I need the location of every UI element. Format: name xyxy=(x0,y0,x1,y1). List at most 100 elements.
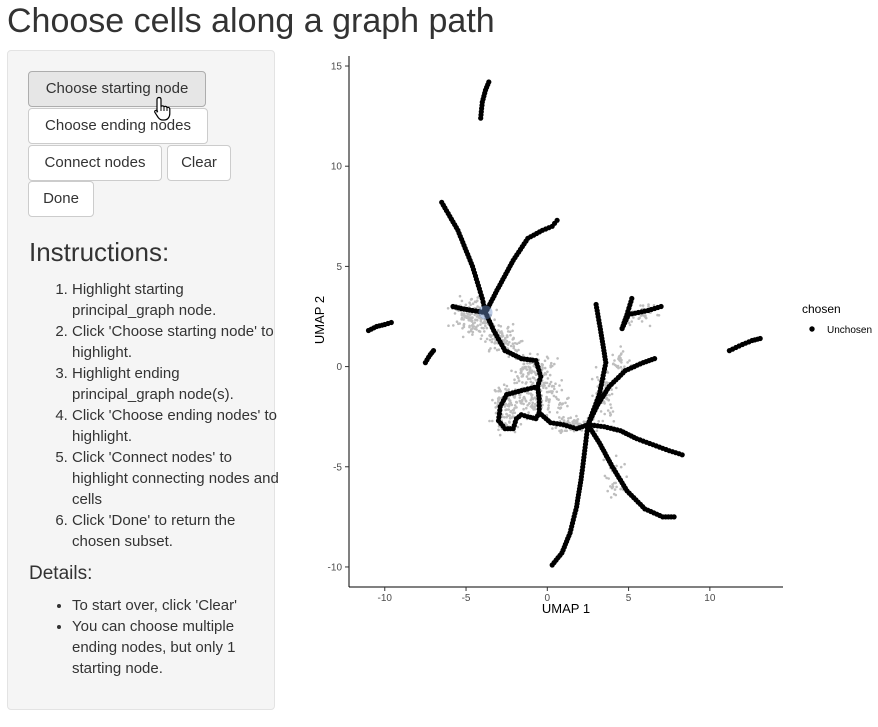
cell-point xyxy=(529,392,533,396)
cell-point xyxy=(553,362,556,366)
graph-node-point xyxy=(430,348,437,354)
cell-point xyxy=(609,406,613,410)
cell-point xyxy=(522,407,525,411)
cell-point xyxy=(460,312,464,315)
cell-point xyxy=(542,386,545,390)
cell-point xyxy=(521,398,524,402)
cell-point xyxy=(612,492,616,496)
graph-node-point xyxy=(679,452,685,458)
cell-point xyxy=(590,377,594,381)
cell-point xyxy=(623,462,626,466)
cell-point xyxy=(513,404,517,407)
clear-button[interactable]: Clear xyxy=(167,145,231,181)
cell-point xyxy=(644,316,648,320)
cell-point xyxy=(522,395,526,399)
cell-point xyxy=(549,390,552,393)
cell-point xyxy=(628,323,632,327)
done-button[interactable]: Done xyxy=(28,181,94,217)
graph-node-point xyxy=(486,79,492,85)
umap-plot[interactable]: -10 -5 0 5 10 -10 -5 0 5 10 15 UMAP 1 UMAP 2 chos… xyxy=(300,50,878,630)
cell-point xyxy=(604,381,608,384)
cell-point xyxy=(521,339,524,343)
cell-point xyxy=(609,485,612,488)
cell-point xyxy=(484,340,487,343)
cell-point xyxy=(545,390,549,394)
graph-node-point xyxy=(549,562,555,568)
cell-point xyxy=(548,382,552,386)
cell-point xyxy=(648,324,652,328)
cell-point xyxy=(603,474,607,478)
cell-point xyxy=(619,487,622,491)
cell-point xyxy=(467,318,471,322)
cell-point xyxy=(509,344,513,348)
cell-point xyxy=(595,429,599,433)
cell-point xyxy=(548,373,552,377)
cell-point xyxy=(508,421,511,424)
cell-point xyxy=(507,403,510,407)
cell-point xyxy=(613,488,617,491)
cell-point xyxy=(514,348,517,352)
cell-point xyxy=(522,402,525,406)
cell-point xyxy=(506,327,509,330)
cell-point xyxy=(515,401,519,404)
cell-point xyxy=(502,339,506,342)
cell-point xyxy=(499,325,503,328)
cell-point xyxy=(627,321,631,325)
cell-point xyxy=(532,376,536,380)
cell-point xyxy=(513,430,517,434)
choose-starting-node-button[interactable]: Choose starting node xyxy=(28,71,206,107)
cell-point xyxy=(515,406,518,409)
cell-point xyxy=(513,411,517,415)
cell-point xyxy=(519,371,523,375)
cell-point xyxy=(467,330,470,334)
cell-point xyxy=(480,326,484,330)
graph-node-point xyxy=(535,384,541,390)
cell-point xyxy=(551,427,554,430)
cell-point xyxy=(534,378,538,382)
cell-point xyxy=(601,419,605,423)
cell-point xyxy=(641,304,645,307)
cell-point xyxy=(547,399,551,403)
cell-point xyxy=(513,378,516,382)
cell-point xyxy=(507,388,510,391)
cell-point xyxy=(475,315,479,318)
cell-point xyxy=(494,401,497,405)
connect-nodes-button[interactable]: Connect nodes xyxy=(28,145,162,181)
cell-point xyxy=(475,319,479,322)
y-tick-label: 0 xyxy=(336,362,342,373)
cell-point xyxy=(551,390,554,393)
cell-point xyxy=(452,324,455,327)
cell-point xyxy=(495,348,499,352)
instruction-step: Click 'Choose starting node' to highligh… xyxy=(72,321,282,363)
cell-point xyxy=(533,396,537,400)
choose-ending-nodes-button[interactable]: Choose ending nodes xyxy=(28,108,208,144)
cell-point xyxy=(542,373,546,377)
graph-nodes xyxy=(365,79,763,568)
cell-point xyxy=(621,350,625,353)
cell-point xyxy=(497,324,500,327)
cell-point xyxy=(560,430,564,433)
cell-point xyxy=(528,352,532,356)
cell-point xyxy=(551,384,554,388)
cell-point xyxy=(542,383,545,386)
cell-point xyxy=(518,396,522,399)
cell-point xyxy=(571,420,574,424)
cell-point xyxy=(527,411,530,414)
cell-point xyxy=(558,429,561,433)
cell-point xyxy=(497,399,500,402)
cell-point xyxy=(639,304,642,307)
cell-point xyxy=(497,428,500,432)
cell-point xyxy=(513,342,517,345)
cell-point xyxy=(468,301,471,304)
cell-point xyxy=(548,410,551,414)
cell-point xyxy=(569,416,572,420)
cell-point xyxy=(511,342,515,346)
cell-point xyxy=(521,373,525,376)
cell-point xyxy=(464,303,468,307)
cell-point xyxy=(608,393,611,397)
cell-point xyxy=(602,458,605,462)
cell-point xyxy=(605,397,609,400)
cell-point xyxy=(505,412,508,416)
cell-point xyxy=(614,454,618,458)
cell-point xyxy=(558,403,561,406)
